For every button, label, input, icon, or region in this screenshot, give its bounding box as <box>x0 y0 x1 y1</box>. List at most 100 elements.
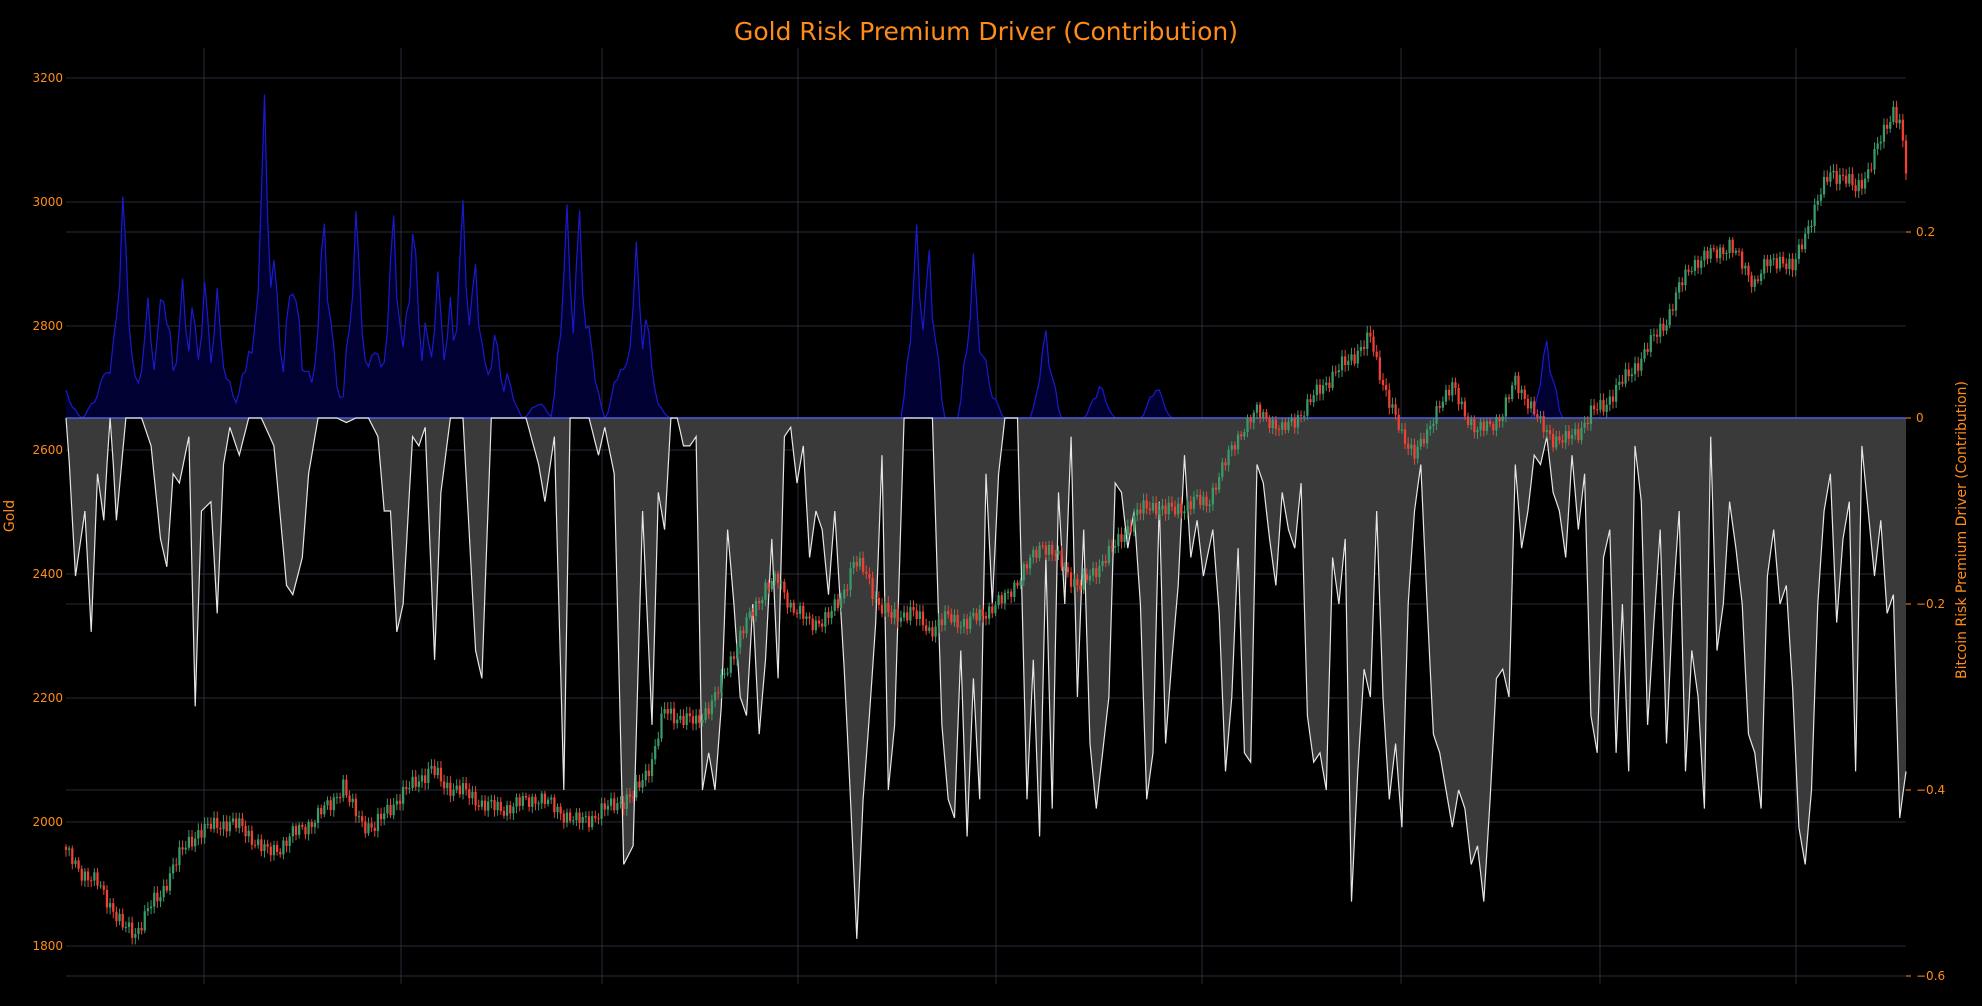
candle-body <box>789 602 792 608</box>
candle-body <box>275 844 279 852</box>
candle-body <box>861 557 865 572</box>
candle-body <box>695 715 698 724</box>
candle-body <box>1845 175 1848 184</box>
candle-body <box>1722 247 1725 254</box>
candle-body <box>773 573 777 581</box>
candle-body <box>1057 550 1060 555</box>
candle-body <box>509 805 512 814</box>
candle-body <box>1476 430 1479 433</box>
candle-body <box>1627 369 1630 377</box>
candle-body <box>398 800 402 804</box>
candle-body <box>587 816 591 828</box>
candle-body <box>688 713 691 717</box>
candle-body <box>474 791 477 806</box>
premium-negative-line <box>65 417 1907 939</box>
candle-body <box>1441 401 1444 408</box>
candle-body <box>383 813 386 820</box>
candle-body <box>909 607 912 621</box>
candle-body <box>950 614 953 623</box>
candle-body <box>540 793 543 804</box>
candle-body <box>389 804 392 816</box>
candle-body <box>666 709 669 714</box>
candle-body <box>1199 494 1202 506</box>
right-axis-title: Bitcoin Risk Premium Driver (Contributio… <box>1954 381 1970 679</box>
candle-body <box>1529 401 1533 409</box>
candle-body <box>1435 406 1438 424</box>
candle-body <box>253 844 257 846</box>
candle-body <box>417 781 421 787</box>
candle-body <box>313 822 317 828</box>
candle-body <box>808 616 811 619</box>
candle-body <box>1804 233 1807 250</box>
candle-body <box>887 603 890 613</box>
candle-body <box>1548 430 1552 435</box>
candle-body <box>1013 582 1016 597</box>
candlesticks <box>64 100 1908 945</box>
candle-body <box>131 922 134 938</box>
candle-body <box>1520 389 1523 394</box>
candle-body <box>817 620 821 624</box>
candle-body <box>767 582 770 590</box>
candle-body <box>1857 180 1860 192</box>
candle-body <box>534 796 537 804</box>
candle-body <box>105 889 109 908</box>
candle-body <box>669 708 673 714</box>
candle-body <box>1756 279 1760 282</box>
candle-body <box>528 797 531 807</box>
candle-body <box>568 812 572 821</box>
candle-body <box>1848 174 1851 184</box>
candle-body <box>1088 575 1092 581</box>
candle-body <box>1306 399 1309 416</box>
candle-body <box>1608 396 1611 405</box>
candle-body <box>515 797 518 807</box>
candle-body <box>1838 174 1841 184</box>
candle-body <box>745 617 748 634</box>
candle-body <box>1400 429 1404 431</box>
candle-body <box>348 795 351 803</box>
candle-body <box>1517 375 1520 394</box>
candle-body <box>1444 389 1448 402</box>
candle-body <box>323 805 326 815</box>
candle-body <box>1227 449 1230 466</box>
candle-body <box>984 615 988 619</box>
candle-body <box>1132 515 1136 532</box>
candle-body <box>843 589 846 599</box>
candle-body <box>304 826 307 835</box>
candle-body <box>1019 580 1022 586</box>
candle-body <box>1069 572 1073 587</box>
candle-body <box>1885 124 1889 129</box>
candle-body <box>1873 149 1876 170</box>
candle-body <box>858 557 862 567</box>
candle-body <box>1410 444 1413 449</box>
candle-body <box>1684 269 1687 286</box>
candle-body <box>899 617 903 622</box>
candle-body <box>591 815 594 828</box>
candle-body <box>1605 404 1608 412</box>
candle-body <box>241 818 244 826</box>
candle-body <box>1054 554 1057 556</box>
candle-body <box>1344 356 1347 366</box>
candle-body <box>143 911 146 931</box>
candle-body <box>1126 526 1129 535</box>
candle-body <box>1602 400 1605 412</box>
candle-body <box>1466 416 1470 425</box>
candle-body <box>64 846 68 850</box>
candle-body <box>490 799 493 802</box>
candle-body <box>937 619 940 627</box>
candle-body <box>244 825 247 837</box>
candle-body <box>1618 381 1621 386</box>
candle-body <box>1448 389 1451 396</box>
candle-body <box>1665 325 1668 331</box>
candle-body <box>1202 496 1205 506</box>
candle-body <box>981 609 984 616</box>
candle-body <box>811 618 814 631</box>
candle-body <box>310 822 313 828</box>
candle-body <box>1177 503 1180 515</box>
candle-body <box>1413 444 1416 459</box>
candle-body <box>928 627 931 631</box>
premium-area <box>65 94 1907 939</box>
candle-body <box>74 860 77 865</box>
right-tick-label: 0.2 <box>1916 225 1935 239</box>
candle-body <box>1867 169 1870 179</box>
